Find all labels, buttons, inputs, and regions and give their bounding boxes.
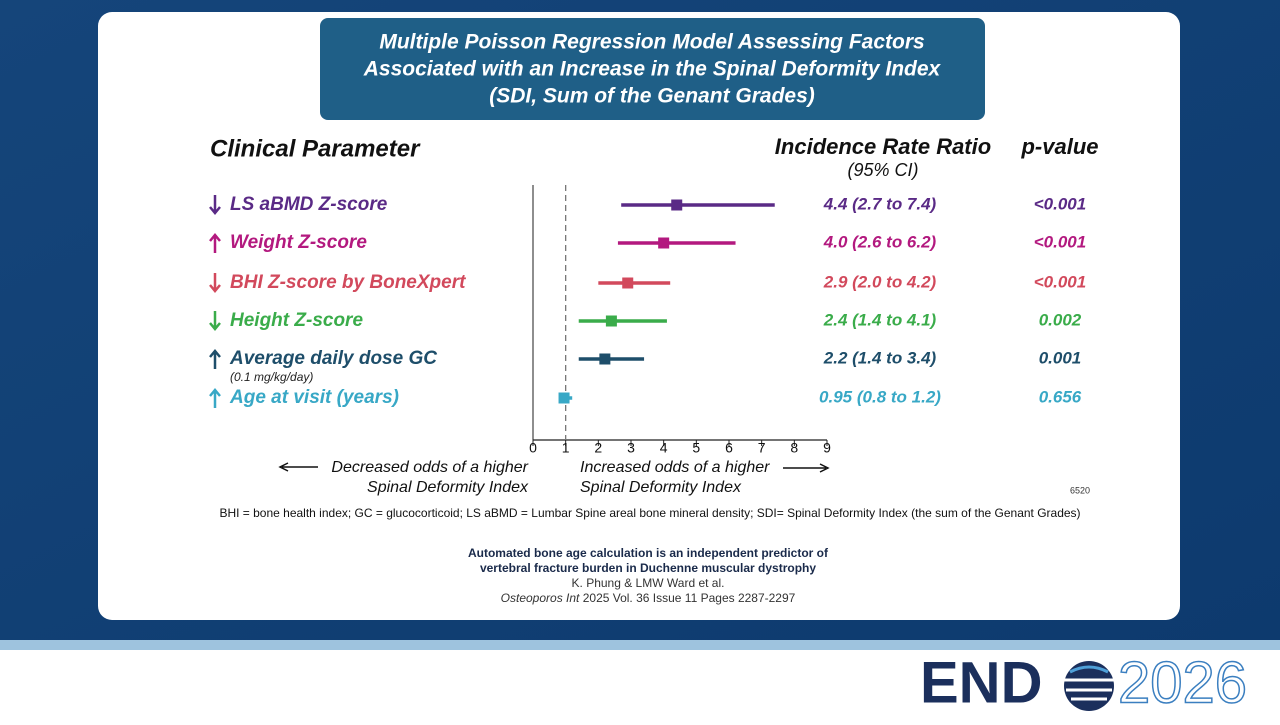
slide-code: 6520 [1070, 485, 1090, 495]
ratio-label: 2.4 (1.4 to 4.1) [823, 310, 937, 329]
estimate [605, 315, 617, 327]
row-label: LS aBMD Z-score [230, 194, 388, 215]
header: p-value [1020, 134, 1098, 159]
direction-arrow [209, 388, 221, 408]
logo-right: 2026 [1118, 650, 1247, 715]
direction-arrow [209, 233, 221, 253]
ratio-label: 4.4 (2.7 to 7.4) [823, 194, 937, 213]
x-tick-label: 8 [790, 440, 798, 456]
citation-authors: K. Phung & LMW Ward et al. [572, 576, 725, 590]
estimate [599, 353, 611, 365]
p-value: <0.001 [1034, 194, 1086, 213]
p-value: 0.002 [1039, 310, 1082, 329]
p-value: <0.001 [1034, 232, 1086, 251]
title: (SDI, Sum of the Genant Grades) [489, 85, 815, 108]
x-tick-label: 1 [562, 440, 570, 456]
p-value: 0.656 [1039, 387, 1082, 406]
journal: Osteoporos Int [501, 591, 580, 605]
annotation: Decreased odds of a higher [331, 459, 528, 476]
direction-arrow [209, 311, 221, 331]
header: (95% CI) [847, 160, 918, 180]
x-tick-label: 3 [627, 440, 635, 456]
arrow [783, 463, 830, 473]
x-tick-label: 2 [594, 440, 602, 456]
x-tick-label: 7 [758, 440, 766, 456]
ratio-label: 2.9 (2.0 to 4.2) [823, 272, 937, 291]
p-value: 0.001 [1039, 348, 1082, 367]
annotation: Spinal Deformity Index [367, 479, 529, 496]
estimate [622, 277, 634, 289]
p-value: <0.001 [1034, 272, 1086, 291]
arrow [278, 462, 318, 472]
panel [98, 12, 1180, 620]
row-label: Weight Z-score [230, 232, 367, 253]
annotation: Spinal Deformity Index [580, 479, 742, 496]
x-tick-label: 6 [725, 440, 733, 456]
row-label: Height Z-score [230, 310, 363, 331]
row-label: Age at visit (years) [229, 387, 399, 408]
x-tick-label: 9 [823, 440, 831, 456]
details: 2025 Vol. 36 Issue 11 Pages 2287-2297 [583, 591, 796, 605]
estimate [658, 237, 670, 249]
citation-ref: Osteoporos Int 2025 Vol. 36 Issue 11 Pag… [501, 591, 796, 605]
row-label: Average daily dose GC [229, 348, 437, 369]
logo-globe [1064, 661, 1114, 711]
band [0, 640, 1280, 650]
ratio-label: 0.95 (0.8 to 1.2) [819, 387, 941, 406]
header: Clinical Parameter [210, 135, 421, 162]
x-tick-label: 0 [529, 440, 537, 456]
title: Multiple Poisson Regression Model Assess… [379, 31, 924, 54]
direction-arrow [209, 273, 221, 293]
direction-arrow [209, 349, 221, 369]
footnote: BHI = bone health index; GC = glucocorti… [219, 506, 1080, 520]
logo-left: END [920, 650, 1042, 715]
title: Associated with an Increase in the Spina… [363, 58, 942, 81]
header: Incidence Rate Ratio [775, 134, 991, 159]
direction-arrow [209, 195, 221, 215]
row-label: BHI Z-score by BoneXpert [230, 272, 466, 293]
x-tick-label: 5 [692, 440, 700, 456]
title-box [320, 18, 985, 120]
row-sublabel: (0.1 mg/kg/day) [230, 370, 313, 384]
ratio-label: 4.0 (2.6 to 6.2) [823, 232, 937, 251]
citation-title: vertebral fracture burden in Duchenne mu… [480, 561, 816, 575]
citation-title: Automated bone age calculation is an ind… [468, 546, 829, 560]
ratio-label: 2.2 (1.4 to 3.4) [823, 348, 937, 367]
x-tick-label: 4 [660, 440, 668, 456]
estimate [671, 199, 683, 211]
annotation: Increased odds of a higher [580, 459, 770, 476]
estimate [558, 392, 570, 404]
